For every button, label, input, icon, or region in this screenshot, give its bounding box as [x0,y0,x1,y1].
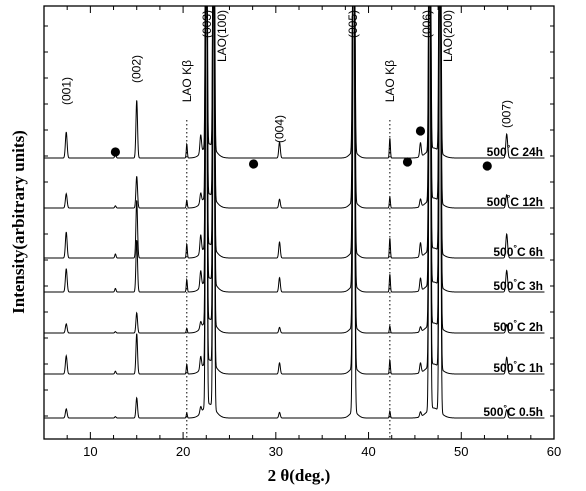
series-label-rest: C 6h [517,245,543,259]
kbeta-label: LAO Kβ [383,60,397,102]
axes-layer: 10 20 30 40 50 60 [43,6,561,459]
series-label-degree: ° [507,143,511,153]
series-label-temp: 500 [493,361,513,375]
series-label-degree: ° [513,243,517,253]
x-axis-title: 2 θ(deg.) [268,466,331,485]
series-label-rest: C 0.5h [507,405,543,419]
series-label-rest: C 1h [517,361,543,375]
series-label-rest: C 2h [517,320,543,334]
impurity-marker-dot [248,159,259,169]
series-label-rest: C 12h [510,195,543,209]
series-label-temp: 500 [487,145,507,159]
y-axis-title: Intensity(arbitrary units) [9,130,28,314]
trace-series-0 [44,5,545,159]
kbeta-label: LAO Kβ [180,60,194,102]
series-label: 500°C 6h [493,243,543,259]
series-label-temp: 500 [483,405,503,419]
series-label: 500°C 1h [493,359,543,375]
peak-label: (002) [130,55,144,83]
annotations-layer: (001) (002) (003) (004) (005) (006) (007) LAO(1… [59,10,514,439]
series-label-degree: ° [507,193,511,203]
trace-series-3 [44,5,545,293]
x-tick-label: 40 [361,444,375,459]
peak-label: (006) [420,10,434,38]
series-label-degree: ° [513,318,517,328]
trace-series-4 [44,5,545,334]
series-label: 500°C 24h [487,143,543,159]
series-label-degree: ° [513,277,517,287]
substrate-peak-label: LAO(100) [215,10,229,62]
peak-label: (004) [273,115,287,143]
trace-series-2 [44,5,545,259]
peak-label: (003) [200,10,214,38]
x-tick-label: 30 [269,444,283,459]
x-tick-label: 60 [547,444,561,459]
series-label: 500°C 2h [493,318,543,334]
series-label: 500°C 3h [493,277,543,293]
x-tick-label: 20 [176,444,190,459]
x-tick-label: 10 [83,444,97,459]
trace-series-1 [44,5,545,209]
impurity-marker-dot [482,161,492,171]
trace-series-5 [44,5,545,375]
trace-series-6 [44,5,545,419]
series-label-temp: 500 [487,195,507,209]
series-label-rest: C 24h [510,145,543,159]
series-label-temp: 500 [493,245,513,259]
series-label-temp: 500 [493,279,513,293]
series-label: 500°C 0.5h [483,403,543,419]
peak-label: (007) [500,100,514,128]
series-label-degree: ° [503,403,507,413]
substrate-peak-label: LAO(200) [441,10,455,62]
impurity-marker-dot [402,157,413,167]
peak-label: (005) [346,10,360,38]
series-label: 500°C 12h [487,193,543,209]
impurity-marker-dot [415,126,426,136]
impurity-marker-dot [110,147,120,157]
series-label-rest: C 3h [517,279,543,293]
series-label-temp: 500 [493,320,513,334]
series-label-degree: ° [513,359,517,369]
peak-label: (001) [59,77,73,105]
x-tick-label: 50 [454,444,468,459]
